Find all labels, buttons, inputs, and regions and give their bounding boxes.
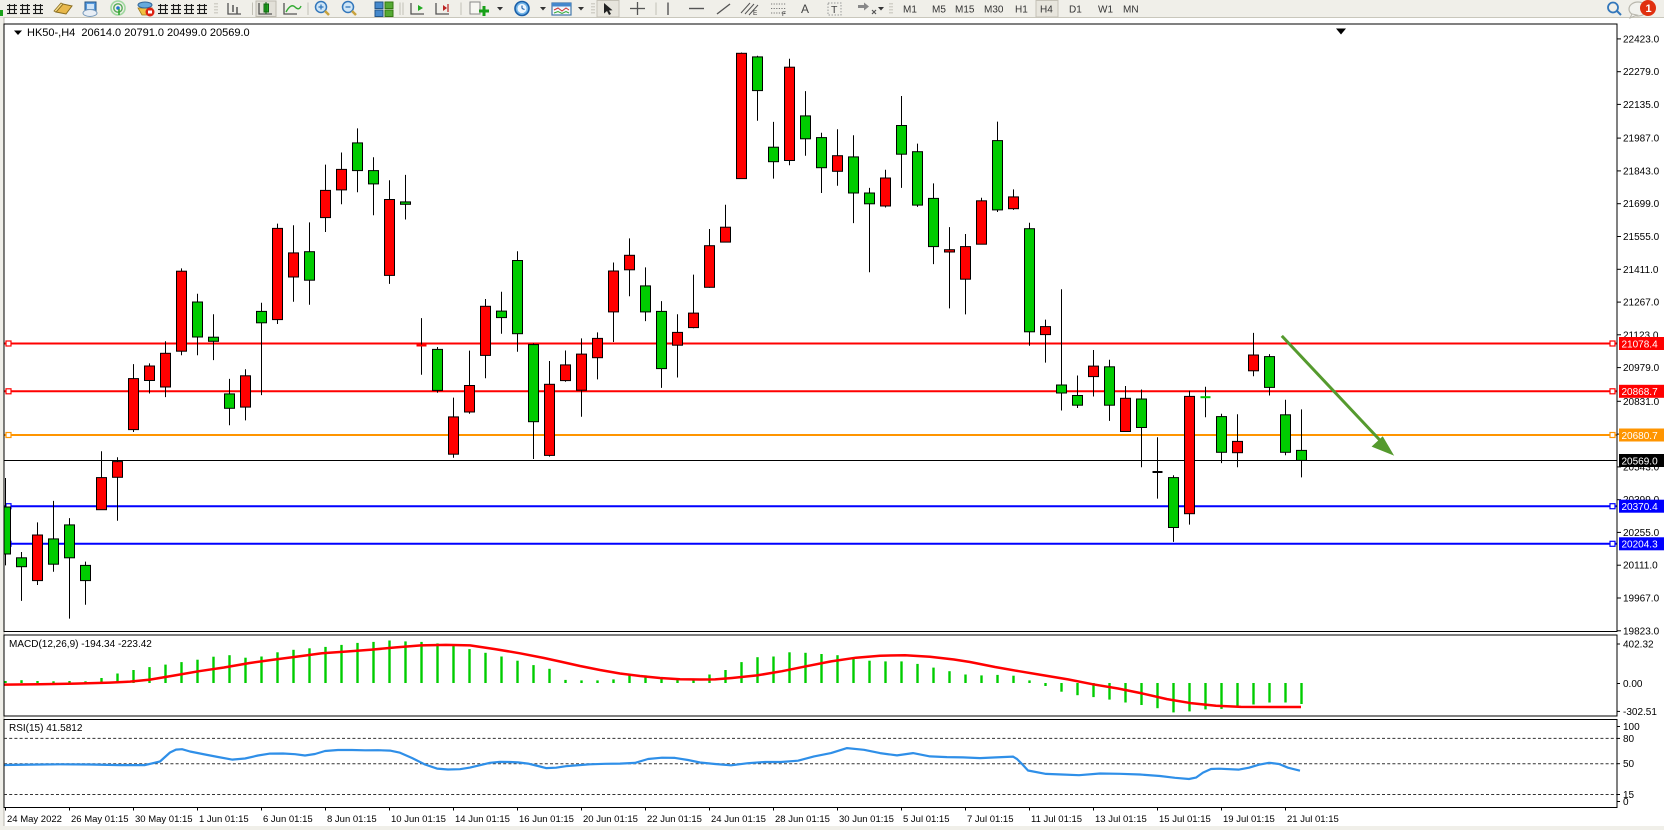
svg-text:13 Jul 01:15: 13 Jul 01:15 (1095, 814, 1147, 825)
svg-text:M5: M5 (932, 5, 946, 16)
svg-text:100: 100 (1623, 722, 1640, 733)
svg-text:22423.0: 22423.0 (1623, 34, 1660, 45)
svg-text:T: T (831, 4, 838, 16)
svg-text:20680.7: 20680.7 (1622, 431, 1659, 442)
svg-text:MN: MN (1123, 5, 1139, 16)
svg-text:21078.4: 21078.4 (1622, 339, 1659, 350)
svg-text:H1: H1 (1015, 5, 1028, 16)
svg-text:20370.4: 20370.4 (1622, 502, 1659, 513)
svg-text:22 Jun 01:15: 22 Jun 01:15 (647, 814, 702, 825)
svg-text:1 Jun 01:15: 1 Jun 01:15 (199, 814, 249, 825)
svg-text:30 Jun 01:15: 30 Jun 01:15 (839, 814, 894, 825)
svg-text:19 Jul 01:15: 19 Jul 01:15 (1223, 814, 1275, 825)
svg-text:19823.0: 19823.0 (1623, 626, 1660, 637)
svg-text:50: 50 (1623, 759, 1635, 770)
svg-text:22135.0: 22135.0 (1623, 100, 1660, 111)
svg-text:20204.3: 20204.3 (1622, 540, 1659, 551)
svg-text:M1: M1 (903, 5, 917, 16)
svg-text:20979.0: 20979.0 (1623, 363, 1660, 374)
svg-text:20868.7: 20868.7 (1622, 387, 1659, 398)
svg-text:6 Jun 01:15: 6 Jun 01:15 (263, 814, 313, 825)
svg-text:21 Jul 01:15: 21 Jul 01:15 (1287, 814, 1339, 825)
svg-text:28 Jun 01:15: 28 Jun 01:15 (775, 814, 830, 825)
svg-text:14 Jun 01:15: 14 Jun 01:15 (455, 814, 510, 825)
svg-text:20111.0: 20111.0 (1623, 561, 1658, 572)
svg-text:21123.0: 21123.0 (1623, 330, 1659, 341)
svg-text:30 May 01:15: 30 May 01:15 (135, 814, 193, 825)
svg-text:19967.0: 19967.0 (1623, 594, 1660, 605)
svg-text:21555.0: 21555.0 (1623, 232, 1660, 243)
svg-text:D1: D1 (1069, 5, 1082, 16)
svg-text:10 Jun 01:15: 10 Jun 01:15 (391, 814, 446, 825)
svg-text:-302.51: -302.51 (1623, 707, 1657, 718)
svg-text:20831.0: 20831.0 (1623, 397, 1660, 408)
svg-text:E: E (753, 10, 758, 17)
svg-text:402.32: 402.32 (1623, 640, 1654, 651)
svg-text:21699.0: 21699.0 (1623, 199, 1660, 210)
svg-text:21987.0: 21987.0 (1623, 134, 1660, 145)
svg-text:21267.0: 21267.0 (1623, 298, 1660, 309)
svg-text:15 Jul 01:15: 15 Jul 01:15 (1159, 814, 1211, 825)
svg-text:HK50-,H4 20614.0 20791.0 2049: HK50-,H4 20614.0 20791.0 20499.0 20569.0 (27, 27, 250, 39)
svg-text:16 Jun 01:15: 16 Jun 01:15 (519, 814, 574, 825)
svg-text:20543.0: 20543.0 (1623, 462, 1660, 473)
svg-text:20255.0: 20255.0 (1623, 528, 1660, 539)
svg-text:80: 80 (1623, 734, 1635, 745)
svg-text:24 May 2022: 24 May 2022 (7, 814, 62, 825)
svg-text:7 Jul 01:15: 7 Jul 01:15 (967, 814, 1013, 825)
svg-text:22279.0: 22279.0 (1623, 67, 1660, 78)
svg-text:5 Jul 01:15: 5 Jul 01:15 (903, 814, 949, 825)
svg-text:24 Jun 01:15: 24 Jun 01:15 (711, 814, 766, 825)
svg-text:21843.0: 21843.0 (1623, 166, 1660, 177)
svg-text:8 Jun 01:15: 8 Jun 01:15 (327, 814, 377, 825)
svg-text:1: 1 (1646, 3, 1652, 15)
svg-text:H4: H4 (1040, 5, 1053, 16)
svg-text:15: 15 (1623, 790, 1635, 801)
svg-text:21411.0: 21411.0 (1623, 265, 1659, 276)
svg-text:26 May 01:15: 26 May 01:15 (71, 814, 129, 825)
svg-text:A: A (801, 2, 809, 16)
svg-text:RSI(15) 41.5812: RSI(15) 41.5812 (9, 723, 83, 734)
svg-text:20 Jun 01:15: 20 Jun 01:15 (583, 814, 638, 825)
svg-text:M15: M15 (955, 5, 975, 16)
svg-text:F: F (782, 11, 786, 18)
svg-text:M30: M30 (984, 5, 1004, 16)
svg-text:11 Jul 01:15: 11 Jul 01:15 (1031, 814, 1082, 825)
svg-text:0.00: 0.00 (1623, 679, 1643, 690)
svg-text:20569.0: 20569.0 (1622, 456, 1659, 467)
svg-text:0: 0 (1623, 797, 1629, 808)
svg-text:W1: W1 (1098, 5, 1113, 16)
svg-text:MACD(12,26,9) -194.34 -223.42: MACD(12,26,9) -194.34 -223.42 (9, 639, 152, 650)
